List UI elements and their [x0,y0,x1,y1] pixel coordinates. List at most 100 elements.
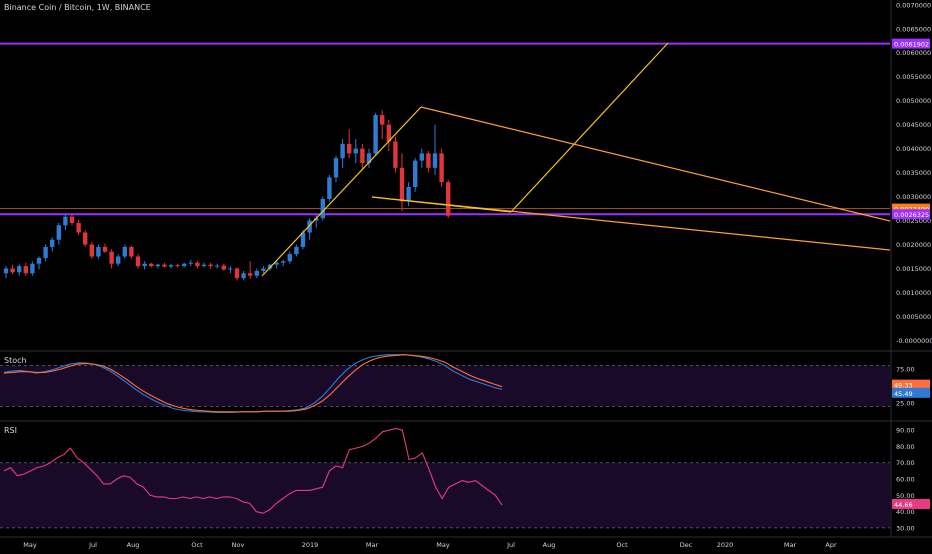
candle-body [294,246,299,255]
price-tick-label: 0.0070000 [896,1,931,9]
time-axis-label: Dec [680,541,693,549]
rsi-tick-label: 70.00 [896,459,915,467]
candle-body [50,239,55,247]
candle-body [281,261,286,263]
time-axis-label: Jul [88,541,97,549]
rsi-badge-label: 44.66 [894,501,913,509]
candle-body [333,158,339,178]
time-axis-label: Aug [127,541,140,549]
candle-body [380,115,385,125]
price-badge [892,209,930,220]
candle-body [122,246,127,257]
candle-body [340,143,345,159]
candle-body [76,222,81,233]
time-axis-label: 2020 [717,541,734,549]
candle-body [320,198,325,219]
time-axis-label: May [23,541,37,549]
candle-body [399,167,405,202]
price-badge-label: 0.0061902 [894,41,929,49]
price-badge [892,38,930,49]
candle-body [23,266,28,274]
price-tick-label: 0.0045000 [896,121,931,129]
rsi-tick-label: 80.00 [896,443,915,451]
candle-body [274,262,279,265]
candle-body [63,216,68,226]
rsi-tick-label: 90.00 [896,427,915,435]
time-axis-label: Nov [232,541,245,549]
candle-body [406,186,411,202]
candle-body [149,263,154,267]
price-tick-label: 0.0025000 [896,217,931,225]
candle-body [314,218,319,221]
candle-body [393,141,398,168]
stoch-d-line [3,354,503,413]
price-tick-label: 0.0030000 [896,193,931,201]
candle-body [307,220,312,233]
candle-body [17,266,22,273]
channel-upper-line [420,106,891,222]
candle-body [241,273,246,279]
candle-body [102,246,108,252]
candle-body [426,153,431,168]
price-tick-label: -0.0000000 [896,337,932,345]
price-tick-label: 0.0065000 [896,25,931,33]
stoch-badge [892,387,930,398]
candle-body [221,265,226,270]
candle-body [419,153,424,161]
price-tick-label: 0.0015000 [896,265,931,273]
candle-body [96,246,101,257]
time-axis-label: Jul [506,541,515,549]
rsi-pane-label: RSI [4,426,17,435]
candle-body [182,263,187,267]
candle-body [109,251,114,264]
time-axis-label: Mar [784,541,797,549]
time-axis-label: May [436,541,450,549]
candle-body [215,265,220,267]
rsi-tick-label: 30.00 [896,524,915,532]
candle-body [261,268,266,271]
candle-body [30,263,35,274]
stoch-tick-label: 25.00 [896,400,915,408]
time-axis-label: Oct [616,541,628,549]
trend-line-up-2 [510,42,669,213]
candle-body [413,160,418,187]
candle-body [446,182,451,216]
candle-body [43,246,48,258]
time-axis-label: Aug [543,541,556,549]
candle-body [327,177,332,199]
candle-body [188,262,193,264]
price-tick-label: 0.0060000 [896,49,931,57]
price-badge-label: 0.0026325 [894,211,929,219]
candle-body [386,124,391,142]
candle-body [162,264,167,267]
candle-body [116,256,121,264]
candle-body [439,153,444,183]
candle-body [3,268,9,274]
stoch-pane-label: Stoch [4,356,27,365]
price-tick-label: 0.0010000 [896,289,931,297]
candle-body [69,216,75,223]
price-tick-label: 0.0035000 [896,169,931,177]
time-axis-label: Apr [825,541,837,549]
candle-body [300,232,306,247]
candle-body [432,153,438,168]
candle-body [155,264,160,267]
candle-body [36,257,42,264]
candle-body [208,264,213,267]
candle-body [10,268,15,273]
stoch-badge-label: 45.49 [894,390,913,398]
candle-body [175,265,180,267]
time-axis-label: 2019 [302,541,319,549]
rsi-line [3,427,503,514]
rsi-badge [892,498,930,509]
price-tick-label: 0.0020000 [896,241,931,249]
price-tick-label: 0.0040000 [896,145,931,153]
rsi-band [0,462,890,528]
candle-body [83,232,88,245]
candle-body [373,115,378,154]
chart-title: Binance Coin / Bitcoin, 1W, BINANCE [4,3,151,12]
rsi-tick-label: 50.00 [896,492,915,500]
candle-body [135,256,141,267]
